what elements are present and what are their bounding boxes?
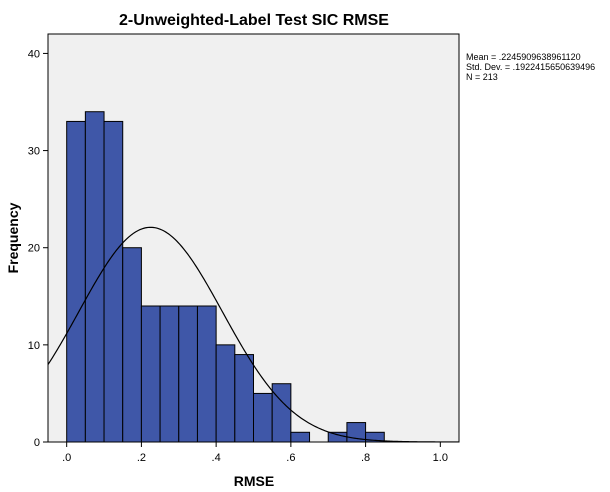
normal-curve: [48, 226, 459, 442]
stats-std-dev: Std. Dev. = .1922415650639496: [466, 62, 595, 72]
histogram-bar: [253, 392, 273, 443]
histogram-bar: [178, 305, 198, 443]
histogram-bar: [196, 305, 217, 443]
x-tick-label: .8: [361, 452, 370, 464]
y-tick-label: 0: [34, 437, 40, 449]
x-axis-label: RMSE: [234, 473, 274, 489]
histogram-bar: [140, 305, 161, 443]
histogram-bar: [84, 111, 105, 443]
histogram-bar: [327, 431, 348, 443]
histogram-bar: [103, 120, 124, 443]
stats-mean: Mean = .2245909638961120: [466, 52, 581, 62]
histogram-bar: [271, 383, 292, 443]
y-tick-label: 20: [28, 243, 40, 255]
plot-frame: [47, 33, 460, 443]
stats-n: N = 213: [466, 72, 498, 82]
histogram-bar: [66, 120, 86, 443]
y-tick-label: 30: [28, 146, 40, 158]
x-axis: .0 .2 .4 .6 .8 1.0: [62, 442, 448, 464]
histogram-bar: [159, 305, 180, 443]
y-axis: 0 10 20 30 40: [28, 48, 48, 449]
x-tick-label: .6: [286, 452, 295, 464]
histogram-bar: [122, 247, 142, 443]
y-tick-label: 40: [28, 48, 40, 60]
histogram-bar: [290, 431, 311, 443]
x-tick-label: .4: [212, 452, 221, 464]
y-axis-label: Frequency: [5, 202, 21, 273]
histogram-bar: [234, 354, 254, 443]
x-tick-label: .2: [137, 452, 146, 464]
x-tick-label: .0: [62, 452, 71, 464]
bars-group: [66, 111, 385, 443]
y-tick-label: 10: [28, 340, 40, 352]
histogram-bar: [215, 344, 236, 443]
chart-title: 2-Unweighted-Label Test SIC RMSE: [119, 12, 389, 29]
x-tick-label: 1.0: [433, 452, 448, 464]
